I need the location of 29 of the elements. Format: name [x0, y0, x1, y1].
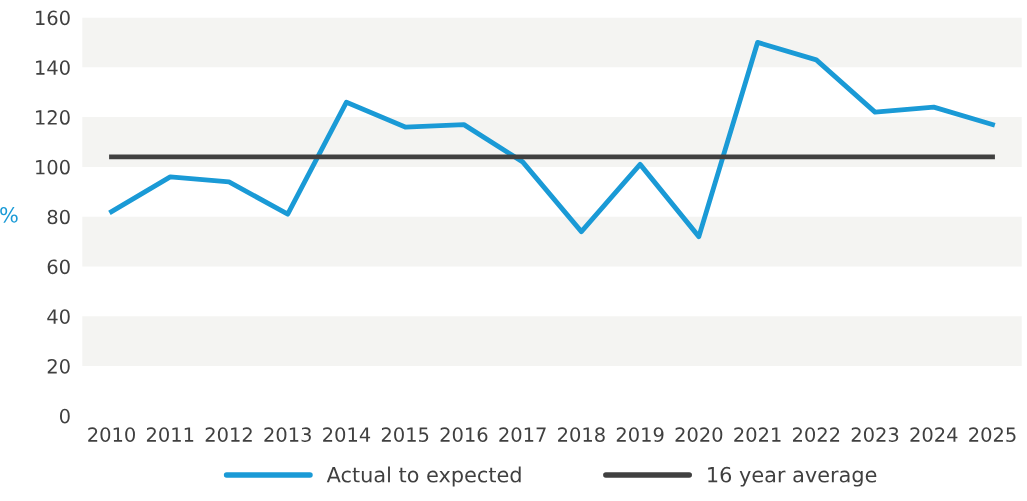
- x-tick-label: 2016: [440, 427, 488, 442]
- x-tick-label: 2020: [675, 427, 723, 442]
- x-tick-label: 2025: [969, 427, 1016, 442]
- x-tick-label: 2019: [616, 427, 664, 442]
- y-tick-label: 120: [36, 110, 70, 125]
- x-tick-label: 2014: [323, 427, 371, 442]
- legend-label: Actual to expected: [326, 466, 521, 487]
- y-tick-label: 140: [36, 60, 70, 75]
- x-tick-label: 2011: [146, 427, 194, 442]
- x-tick-label: 2018: [558, 427, 605, 442]
- x-tick-label: 2010: [88, 427, 135, 442]
- y-tick-label: 20: [47, 359, 70, 374]
- y-tick-label: 80: [47, 209, 70, 225]
- x-tick-label: 2023: [851, 427, 899, 442]
- x-tick-label: 2013: [264, 427, 311, 442]
- y-tick-label: 160: [36, 10, 70, 26]
- y-tick-label: 0: [59, 408, 70, 424]
- x-tick-label: 2022: [792, 427, 840, 442]
- legend-label: 16 year average: [708, 466, 877, 487]
- x-tick-label: 2015: [381, 427, 429, 442]
- y-tick-label: 60: [47, 259, 70, 275]
- y-tick-label: 40: [47, 309, 70, 324]
- y-axis-title: %: [0, 206, 18, 223]
- y-tick-label: 100: [36, 159, 70, 175]
- x-tick-label: 2012: [205, 427, 252, 442]
- line-series: [109, 40, 995, 240]
- x-tick-label: 2017: [499, 427, 546, 442]
- x-tick-label: 2024: [910, 427, 958, 442]
- x-tick-label: 2021: [734, 427, 781, 442]
